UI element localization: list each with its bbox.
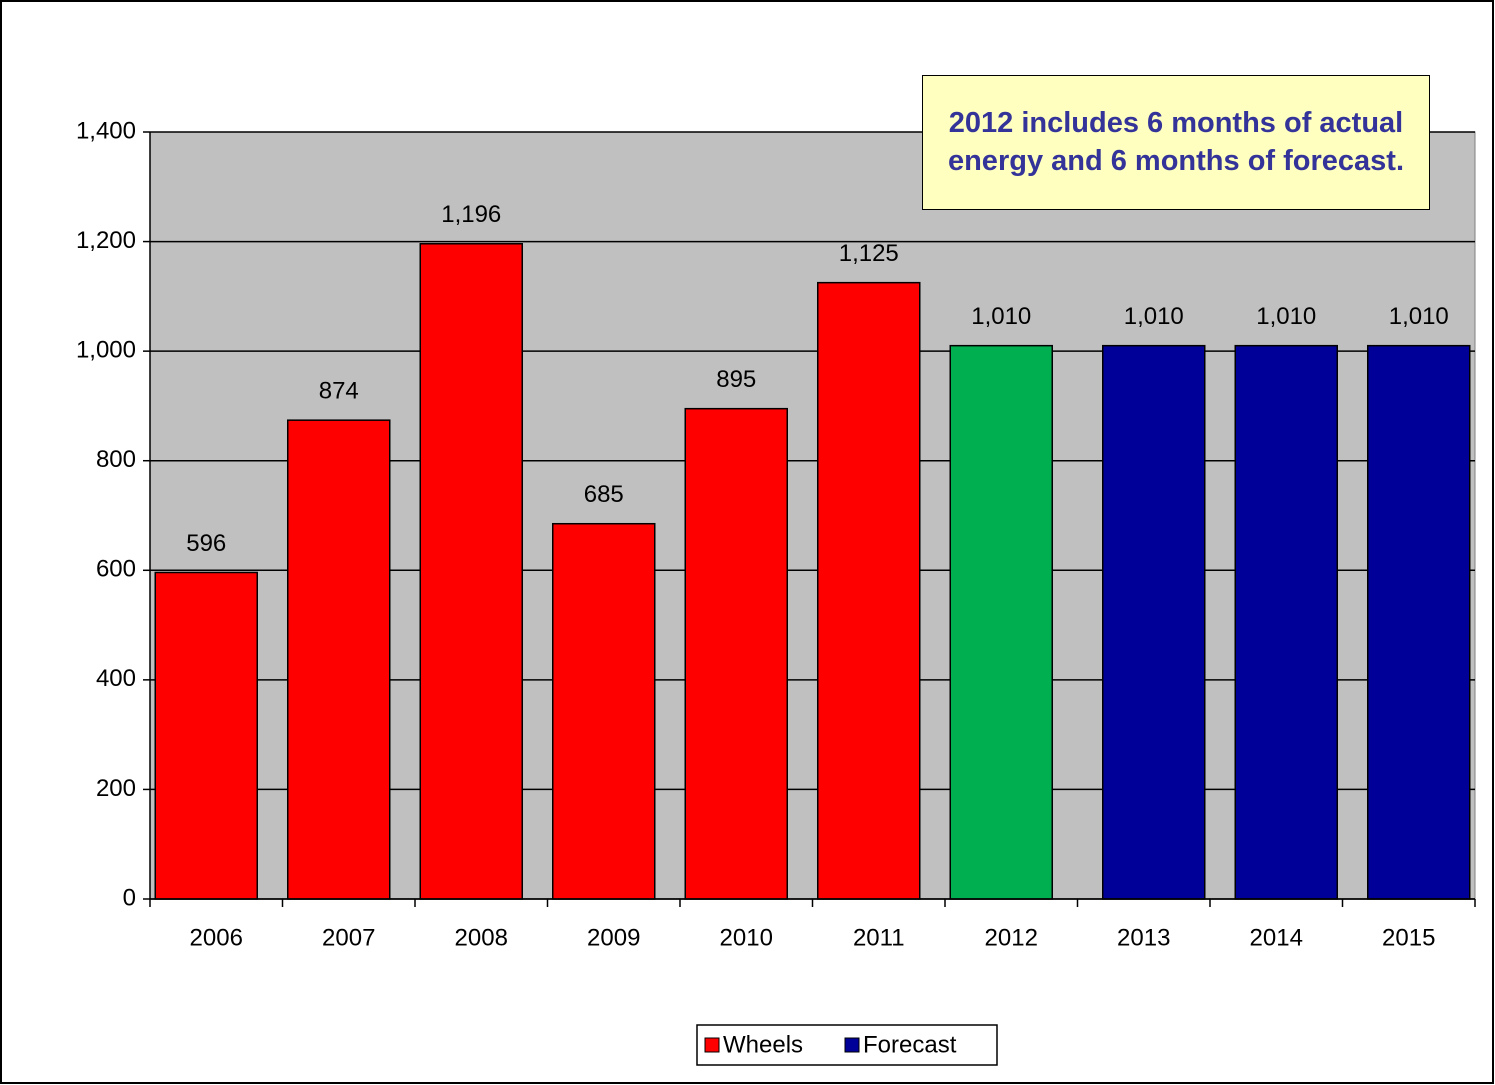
x-tick-label: 2013: [1117, 924, 1170, 951]
data-label: 685: [584, 481, 624, 508]
data-label: 1,010: [1256, 303, 1316, 330]
bar: [684, 407, 788, 900]
data-label: 1,010: [971, 303, 1031, 330]
legend-label: Forecast: [863, 1031, 957, 1058]
bar: [1102, 344, 1206, 900]
y-tick-label: 400: [96, 665, 136, 692]
bar: [552, 522, 656, 900]
legend-swatch: [844, 1037, 860, 1053]
y-tick-label: 1,200: [76, 227, 136, 254]
data-label: 596: [186, 530, 226, 557]
x-tick-label: 2008: [455, 924, 508, 951]
x-tick-label: 2009: [587, 924, 640, 951]
bar: [949, 344, 1053, 900]
legend-swatch: [704, 1037, 720, 1053]
data-label: 1,125: [839, 240, 899, 267]
x-tick-label: 2015: [1382, 924, 1435, 951]
bar: [1234, 344, 1338, 900]
x-tick-label: 2014: [1250, 924, 1303, 951]
bar: [154, 571, 258, 900]
x-tick-label: 2010: [720, 924, 773, 951]
x-tick-label: 2011: [853, 924, 905, 951]
bar: [419, 243, 523, 900]
y-tick-label: 600: [96, 556, 136, 583]
x-tick-label: 2006: [190, 924, 243, 951]
bar: [817, 281, 921, 900]
data-label: 1,196: [441, 201, 501, 228]
x-tick-label: 2012: [985, 924, 1038, 951]
data-label: 874: [319, 378, 359, 405]
y-tick-label: 1,000: [76, 336, 136, 363]
y-tick-label: 200: [96, 775, 136, 802]
bar: [1367, 344, 1471, 900]
y-tick-label: 1,400: [76, 117, 136, 144]
y-tick-label: 0: [123, 884, 136, 911]
data-label: 1,010: [1124, 303, 1184, 330]
data-label: 895: [716, 366, 756, 393]
bar: [287, 419, 391, 900]
y-tick-label: 800: [96, 446, 136, 473]
legend-label: Wheels: [723, 1031, 803, 1058]
data-label: 1,010: [1389, 303, 1449, 330]
annotation: 2012 includes 6 months of actual energy …: [922, 75, 1430, 210]
x-tick-label: 2007: [322, 924, 375, 951]
